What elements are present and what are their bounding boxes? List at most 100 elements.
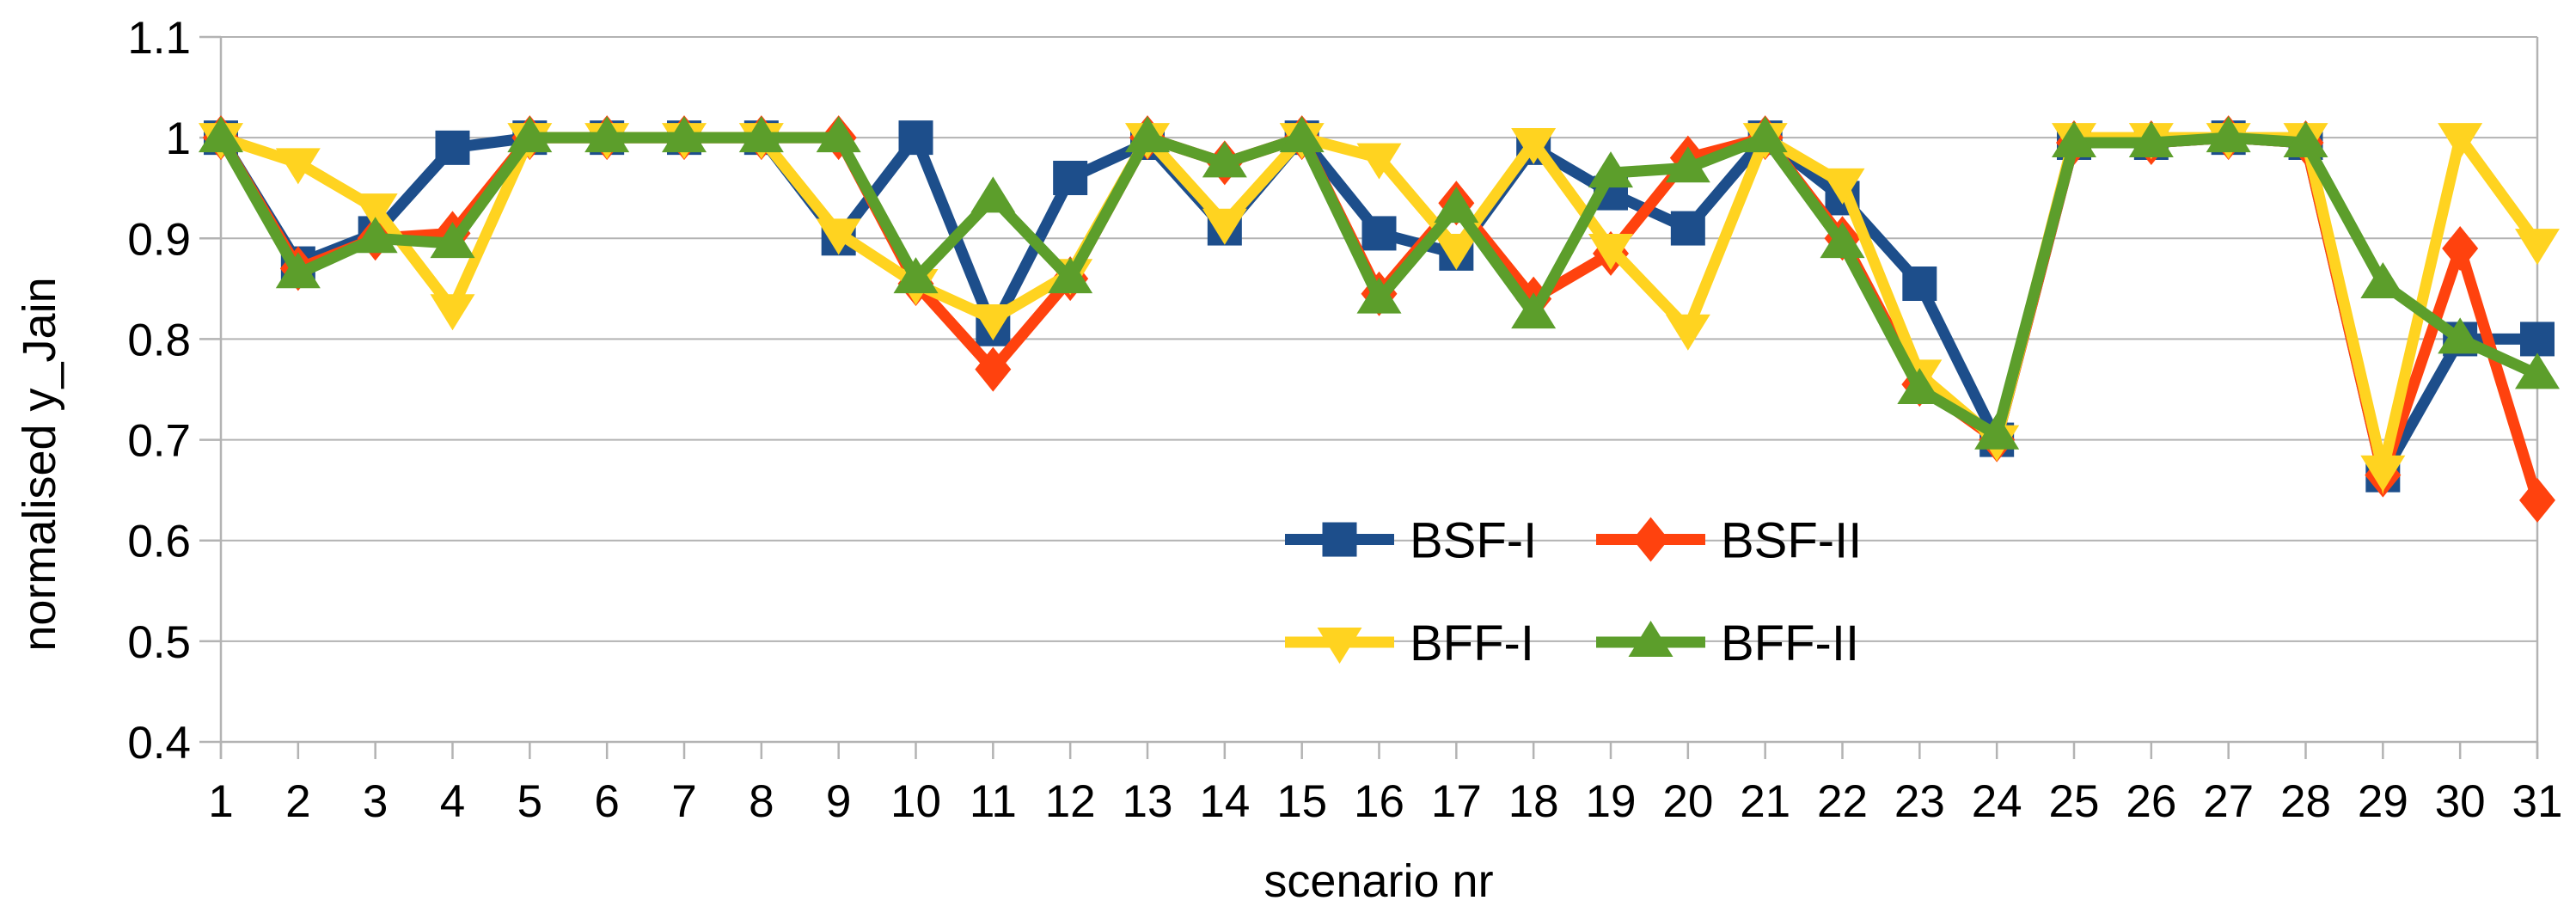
- series-BFF-I-marker: [352, 193, 398, 230]
- series-BFF-II-marker: [738, 116, 784, 153]
- series-BFF-I-marker: [430, 294, 475, 331]
- series-BFF-II-marker: [1974, 413, 2020, 450]
- x-tick-label: 16: [1354, 776, 1404, 827]
- series-BFF-II-marker: [1511, 292, 1557, 329]
- series-BFF-II-marker: [1820, 222, 1865, 259]
- series-BFF-II-marker: [2360, 262, 2406, 298]
- series-BFF-II-marker: [507, 116, 553, 153]
- series-BFF-II-marker: [2128, 121, 2174, 157]
- x-tick-label: 6: [594, 776, 619, 827]
- x-tick-label: 20: [1662, 776, 1713, 827]
- series-BFF-I-marker: [1588, 234, 1633, 270]
- series-BSF-I-marker: [2520, 322, 2555, 357]
- series-BFF-II-marker: [2206, 116, 2251, 153]
- tick-labels: 1.110.90.80.70.60.50.41 2 3 4 5 6 7 8 9 10 11 12 13 1…: [127, 13, 2562, 827]
- series-BFF-I-marker: [2515, 229, 2560, 266]
- x-tick-label: 27: [2203, 776, 2254, 827]
- x-tick-label: 29: [2358, 776, 2408, 827]
- series-BSF-I-marker: [1361, 216, 1397, 251]
- series-BFF-I-marker: [1356, 143, 1402, 180]
- series-BSF-II-marker: [975, 346, 1012, 392]
- x-tick-label: 23: [1894, 776, 1945, 827]
- series-BFF-I-marker: [275, 148, 321, 185]
- series-BFF-II-marker: [816, 116, 861, 153]
- x-tick-label: 15: [1276, 776, 1327, 827]
- x-tick-label: 1: [208, 776, 233, 827]
- x-tick-label: 4: [440, 776, 465, 827]
- series-BFF-II-marker: [352, 217, 398, 254]
- series-BFF-II-marker: [1202, 141, 1247, 178]
- series-BFF-II-marker: [1434, 187, 1479, 224]
- series-BFF-I-marker: [2360, 455, 2406, 492]
- series-BFF-I-marker: [1511, 128, 1557, 164]
- series-BFF-I-marker: [1202, 208, 1247, 245]
- series-BFF-I-marker: [1665, 314, 1710, 351]
- series-BFF-II-marker: [893, 257, 939, 294]
- x-tick-label: 7: [671, 776, 696, 827]
- x-tick-label: 13: [1123, 776, 1173, 827]
- series-BSF-I-marker: [435, 130, 470, 165]
- legend-marker-BFF-II: [1628, 621, 1673, 658]
- series-BFF-I-marker: [816, 218, 861, 255]
- series-BFF-II-marker: [430, 222, 475, 259]
- legend-marker-BSF-I: [1322, 522, 1357, 557]
- x-tick-label: 5: [517, 776, 542, 827]
- series: [199, 115, 2560, 523]
- y-tick-label: 0.6: [127, 517, 191, 567]
- x-tick-label: 19: [1586, 776, 1637, 827]
- series-BSF-I-marker: [898, 120, 933, 156]
- series-BSF-II-marker: [2442, 226, 2479, 271]
- y-tick-label: 0.8: [127, 315, 191, 365]
- series-BFF-II-marker: [1279, 116, 1325, 153]
- series-BFF-II-marker: [1356, 277, 1402, 314]
- series-BFF-I-marker: [2438, 123, 2483, 160]
- x-tick-label: 10: [890, 776, 941, 827]
- legend-label-BSF-I: BSF-I: [1410, 513, 1537, 569]
- x-tick-label: 28: [2280, 776, 2331, 827]
- x-tick-label: 31: [2512, 776, 2563, 827]
- series-BFF-II-marker: [1665, 146, 1710, 183]
- series-BFF-II-marker: [275, 252, 321, 289]
- x-tick-label: 21: [1740, 776, 1790, 827]
- series-BFF-II-marker: [662, 116, 707, 153]
- y-tick-label: 0.9: [127, 214, 191, 265]
- y-tick-label: 0.7: [127, 416, 191, 467]
- x-tick-label: 12: [1045, 776, 1096, 827]
- series-BFF-II-marker: [1588, 151, 1633, 188]
- series-BFF-I-marker: [970, 304, 1016, 340]
- y-tick-label: 1.1: [127, 13, 191, 64]
- series-BFF-II-marker: [970, 176, 1016, 213]
- x-tick-label: 11: [970, 776, 1017, 827]
- y-tick-label: 1: [166, 113, 191, 164]
- x-tick-label: 26: [2126, 776, 2176, 827]
- y-tick-label: 0.4: [127, 718, 191, 769]
- x-tick-label: 14: [1199, 776, 1250, 827]
- series-BFF-II-marker: [2283, 121, 2328, 157]
- legend-marker-BSF-II: [1632, 517, 1669, 562]
- x-tick-label: 22: [1817, 776, 1868, 827]
- series-BSF-I-marker: [1902, 267, 1937, 301]
- legend: BSF-I BSF-II BFF-I BFF-II: [1285, 513, 1862, 671]
- x-tick-label: 8: [749, 776, 774, 827]
- x-tick-label: 9: [826, 776, 851, 827]
- x-tick-label: 25: [2049, 776, 2100, 827]
- series-BFF-II-marker: [2052, 121, 2096, 157]
- series-BSF-I-marker: [1670, 211, 1705, 246]
- legend-label-BSF-II: BSF-II: [1721, 513, 1862, 569]
- series-BFF-II-marker: [199, 116, 243, 153]
- series-BFF-II-marker: [1048, 257, 1093, 294]
- series-BSF-I-marker: [1053, 161, 1088, 195]
- series-BSF-II-line: [216, 131, 2543, 502]
- x-tick-label: 3: [363, 776, 388, 827]
- series-BFF-II-marker: [1742, 116, 1788, 153]
- x-tick-label: 24: [1972, 776, 2022, 827]
- series-BFF-I-marker: [1820, 168, 1865, 205]
- series-BSF-II-marker: [2519, 477, 2555, 523]
- x-tick-label: 18: [1508, 776, 1559, 827]
- x-tick-label: 30: [2435, 776, 2486, 827]
- legend-label-BFF-II: BFF-II: [1721, 616, 1859, 671]
- series-BFF-II-marker: [2438, 317, 2483, 354]
- x-tick-label: 2: [285, 776, 310, 827]
- series-BFF-II-marker: [1125, 116, 1170, 153]
